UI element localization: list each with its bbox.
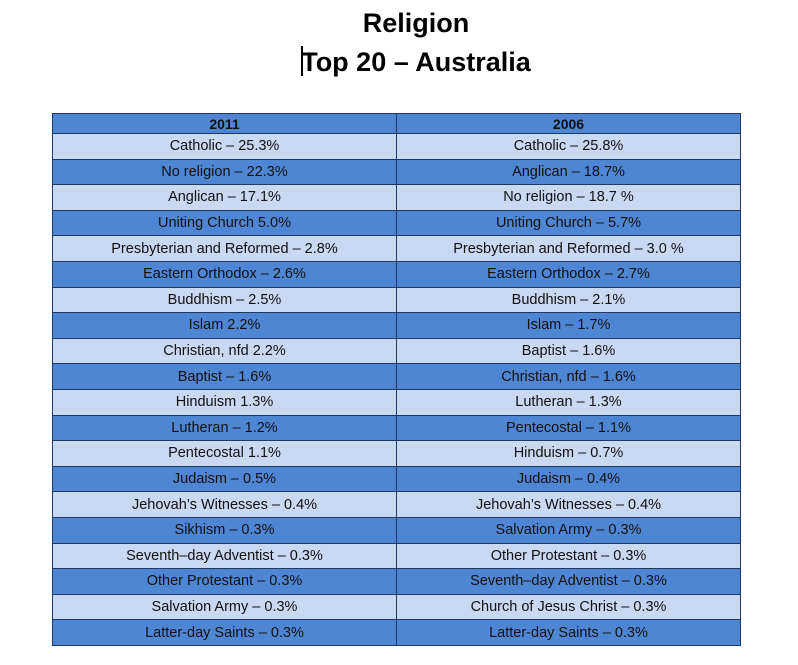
table-row: Presbyterian and Reformed – 2.8% Presbyte… (52, 235, 741, 262)
cell-2006: Presbyterian and Reformed – 3.0 % (396, 235, 741, 262)
cell-2006: Eastern Orthodox – 2.7% (396, 260, 741, 288)
table-row: Hinduism 1.3% Lutheran – 1.3% (52, 388, 741, 416)
cell-2011: Seventh–day Adventist – 0.3% (52, 542, 397, 570)
table-row: Catholic – 25.3% Catholic – 25.8% (52, 133, 741, 160)
cell-2011: Other Protestant – 0.3% (52, 568, 397, 595)
cell-2011: No religion – 22.3% (52, 158, 397, 186)
table-row: Christian, nfd 2.2% Baptist – 1.6% (52, 337, 741, 365)
cell-2006: Jehovah’s Witnesses – 0.4% (396, 491, 741, 518)
cell-2011: Buddhism – 2.5% (52, 286, 397, 314)
table-row: Pentecostal 1.1% Hinduism – 0.7% (52, 440, 741, 467)
cell-2006: Buddhism – 2.1% (396, 286, 741, 314)
cell-2011: Pentecostal 1.1% (52, 440, 397, 467)
cell-2006: Judaism – 0.4% (396, 465, 741, 493)
title-line-2-container[interactable]: Top 20 – Australia (0, 46, 798, 78)
cell-2011: Islam 2.2% (52, 312, 397, 339)
cell-2011: Hinduism 1.3% (52, 388, 397, 416)
table-row: Uniting Church 5.0% Uniting Church – 5.7% (52, 209, 741, 237)
text-cursor (301, 46, 304, 76)
cell-2011: Uniting Church 5.0% (52, 209, 397, 237)
cell-2011: Salvation Army – 0.3% (52, 593, 397, 621)
cell-2006: Catholic – 25.8% (396, 133, 741, 160)
table-row: Salvation Army – 0.3% Church of Jesus Chr… (52, 593, 741, 621)
table-row: Seventh–day Adventist – 0.3% Other Protes… (52, 542, 741, 570)
cell-2006: Salvation Army – 0.3% (396, 516, 741, 544)
cell-2006: Hinduism – 0.7% (396, 440, 741, 467)
religion-table: 2011 2006 Catholic – 25.3% Catholic – 25.… (52, 113, 741, 646)
cell-2011: Christian, nfd 2.2% (52, 337, 397, 365)
cell-2011: Judaism – 0.5% (52, 465, 397, 493)
cell-2006: Church of Jesus Christ – 0.3% (396, 593, 741, 621)
cell-2011: Latter-day Saints – 0.3% (52, 619, 397, 646)
header-2006: 2006 (396, 113, 741, 134)
title-line-2: Top 20 – Australia (301, 47, 531, 77)
cell-2006: Other Protestant – 0.3% (396, 542, 741, 570)
cell-2006: Lutheran – 1.3% (396, 388, 741, 416)
cell-2011: Baptist – 1.6% (52, 363, 397, 390)
table-row: Eastern Orthodox – 2.6% Eastern Orthodox … (52, 260, 741, 288)
cell-2006: Uniting Church – 5.7% (396, 209, 741, 237)
table-row: No religion – 22.3% Anglican – 18.7% (52, 158, 741, 186)
cell-2006: Islam – 1.7% (396, 312, 741, 339)
cell-2011: Eastern Orthodox – 2.6% (52, 260, 397, 288)
header-2011: 2011 (52, 113, 397, 134)
cell-2006: Christian, nfd – 1.6% (396, 363, 741, 390)
table-row: Sikhism – 0.3% Salvation Army – 0.3% (52, 516, 741, 544)
table-row: Lutheran – 1.2% Pentecostal – 1.1% (52, 414, 741, 442)
table-row: Judaism – 0.5% Judaism – 0.4% (52, 465, 741, 493)
cell-2011: Presbyterian and Reformed – 2.8% (52, 235, 397, 262)
cell-2011: Catholic – 25.3% (52, 133, 397, 160)
cell-2006: Baptist – 1.6% (396, 337, 741, 365)
cell-2006: Anglican – 18.7% (396, 158, 741, 186)
cell-2011: Sikhism – 0.3% (52, 516, 397, 544)
cell-2006: Pentecostal – 1.1% (396, 414, 741, 442)
cell-2006: No religion – 18.7 % (396, 184, 741, 211)
table-row: Anglican – 17.1% No religion – 18.7 % (52, 184, 741, 211)
table-row: Buddhism – 2.5% Buddhism – 2.1% (52, 286, 741, 314)
table-row: Baptist – 1.6% Christian, nfd – 1.6% (52, 363, 741, 390)
cell-2006: Seventh–day Adventist – 0.3% (396, 568, 741, 595)
cell-2006: Latter-day Saints – 0.3% (396, 619, 741, 646)
table-row: Latter-day Saints – 0.3% Latter-day Saint… (52, 619, 741, 646)
table-row: Jehovah’s Witnesses – 0.4% Jehovah’s Witn… (52, 491, 741, 518)
table-row: Other Protestant – 0.3% Seventh–day Adven… (52, 568, 741, 595)
header-row: 2011 2006 (52, 113, 741, 134)
title-line-1: Religion (362, 8, 470, 38)
cell-2011: Anglican – 17.1% (52, 184, 397, 211)
cell-2011: Lutheran – 1.2% (52, 414, 397, 442)
table-row: Islam 2.2% Islam – 1.7% (52, 312, 741, 339)
cell-2011: Jehovah’s Witnesses – 0.4% (52, 491, 397, 518)
